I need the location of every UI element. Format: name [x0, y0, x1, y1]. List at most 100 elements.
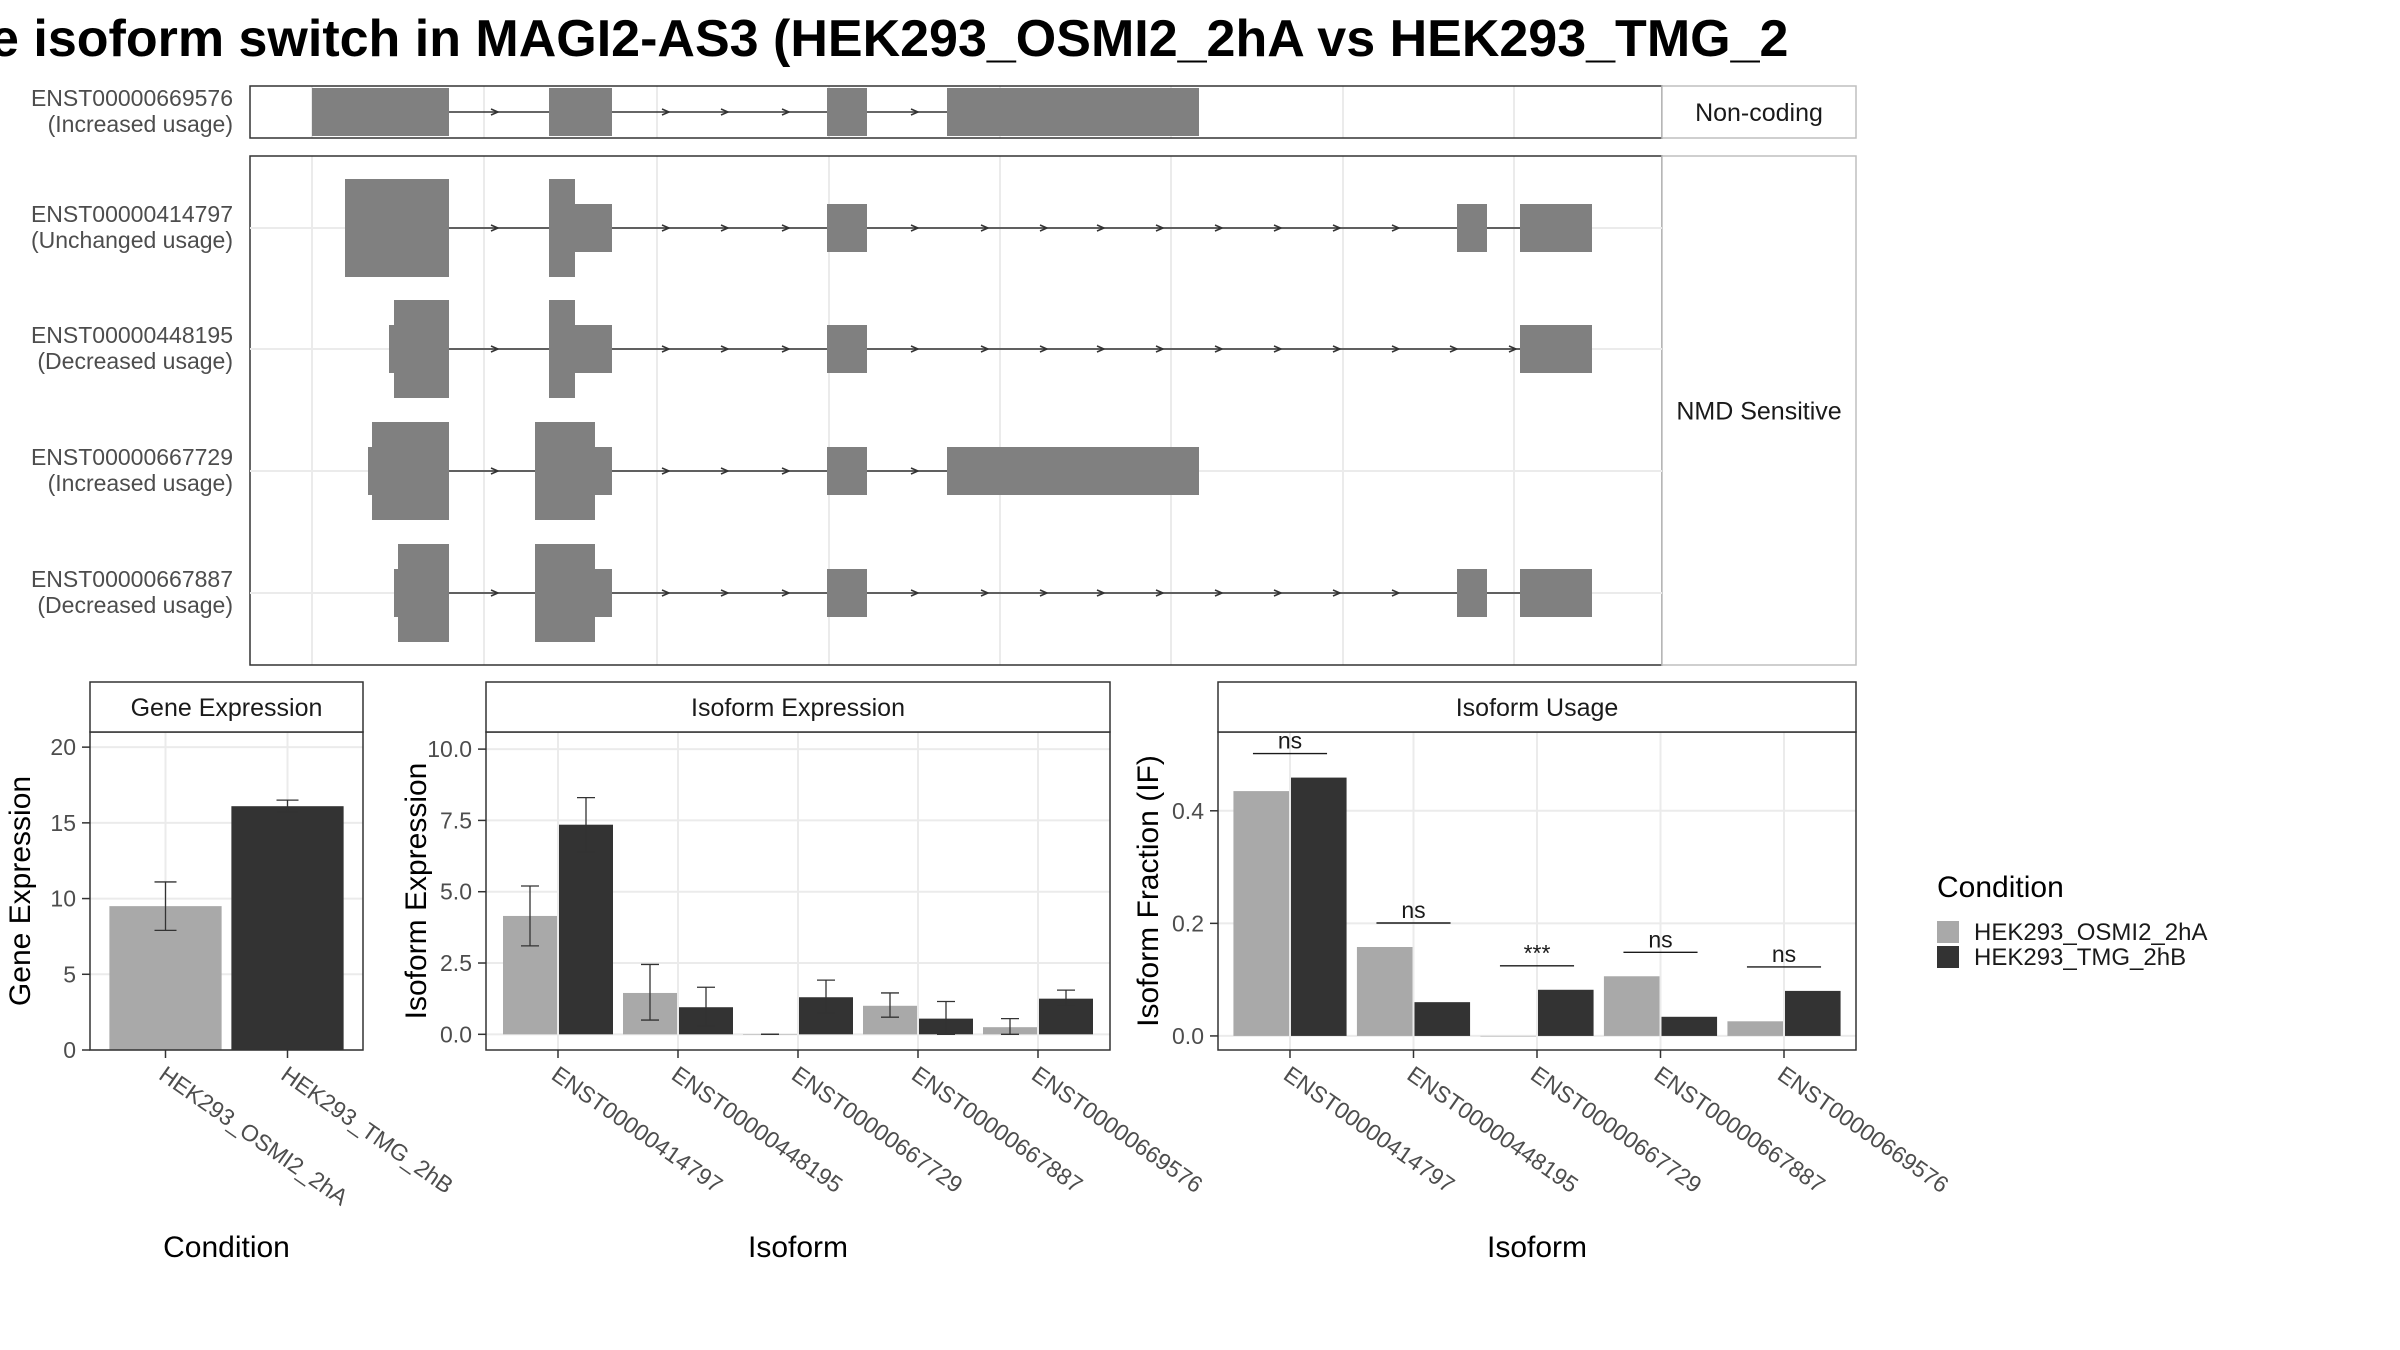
y-tick-label: 2.5: [440, 950, 472, 976]
chart-title: Gene Expression: [131, 694, 323, 722]
strand-arrow: [490, 224, 500, 232]
exon: [827, 325, 867, 373]
group-strip: [1661, 155, 1857, 666]
strand-arrow: [1214, 345, 1224, 353]
legend-swatch: [1937, 946, 1959, 968]
strand-arrow: [1391, 224, 1401, 232]
exon: [1457, 569, 1487, 617]
strand-arrow: [490, 589, 500, 597]
strand-arrow: [1096, 589, 1106, 597]
isoform-id-label: ENST00000448195: [31, 322, 233, 348]
x-axis-title: Condition: [163, 1231, 290, 1264]
significance-label: ns: [1772, 941, 1796, 967]
exon: [535, 422, 595, 520]
isoform-id-label: ENST00000667887: [31, 566, 233, 592]
strand-arrow: [661, 345, 671, 353]
strand-arrow: [1391, 589, 1401, 597]
isoform-usage-label: (Increased usage): [48, 111, 233, 137]
group-strip-label: Non-coding: [1695, 99, 1823, 127]
strand-arrow: [781, 345, 791, 353]
exon: [535, 544, 595, 642]
bar: [1727, 1021, 1783, 1036]
legend-title: Condition: [1937, 871, 2064, 904]
group-strip: [1661, 85, 1857, 139]
strand-arrow: [1391, 345, 1401, 353]
significance-label: ***: [1524, 940, 1551, 966]
exon: [1457, 204, 1487, 252]
bar: [1538, 989, 1594, 1036]
y-tick-label: 7.5: [440, 807, 472, 833]
isoform-id-label: ENST00000414797: [31, 201, 233, 227]
strand-arrow: [661, 467, 671, 475]
strand-arrow: [490, 345, 500, 353]
y-tick-label: 0.0: [1172, 1023, 1204, 1049]
strand-arrow: [781, 589, 791, 597]
strand-arrow: [1039, 224, 1049, 232]
strand-arrow: [1273, 345, 1283, 353]
strand-arrow: [910, 467, 920, 475]
exon: [1520, 325, 1592, 373]
y-tick-label: 0.4: [1172, 798, 1204, 824]
exon: [549, 88, 612, 136]
facet-strip: [89, 681, 364, 733]
exon: [947, 88, 1199, 136]
bar: [1233, 791, 1289, 1036]
chart-title: Isoform Usage: [1456, 694, 1619, 722]
exon: [398, 544, 449, 642]
bar: [1661, 1016, 1718, 1036]
significance-label: ns: [1401, 897, 1425, 923]
exon: [827, 447, 867, 495]
exon: [1520, 204, 1592, 252]
strand-arrow: [661, 589, 671, 597]
bar: [1603, 976, 1660, 1036]
strand-arrow: [1273, 224, 1283, 232]
y-tick-label: 0.0: [440, 1021, 472, 1047]
isoform-id-label: ENST00000667729: [31, 444, 233, 470]
y-tick-label: 15: [50, 810, 76, 836]
strand-arrow: [781, 224, 791, 232]
exon: [549, 179, 575, 277]
y-tick-label: 5.0: [440, 879, 472, 905]
bar: [1291, 777, 1347, 1036]
strand-arrow: [720, 467, 730, 475]
strand-arrow: [1096, 345, 1106, 353]
exon: [827, 204, 867, 252]
bar: [559, 824, 613, 1035]
exon: [312, 88, 449, 136]
strand-arrow: [910, 345, 920, 353]
legend-swatch: [1937, 921, 1959, 943]
bar: [1785, 990, 1841, 1036]
significance-label: ns: [1648, 926, 1672, 952]
legend-label: HEK293_TMG_2hB: [1974, 944, 2186, 971]
strand-arrow: [720, 345, 730, 353]
isoform-usage-label: (Increased usage): [48, 470, 233, 496]
strand-arrow: [490, 108, 500, 116]
y-tick-label: 10: [50, 886, 76, 912]
exon: [827, 88, 867, 136]
y-tick-label: 5: [63, 961, 76, 987]
strand-arrow: [1155, 224, 1165, 232]
exon: [389, 325, 394, 373]
strand-arrow: [1449, 345, 1459, 353]
exon: [394, 300, 449, 398]
exon: [947, 447, 1199, 495]
strand-arrow: [781, 108, 791, 116]
exon: [345, 179, 449, 277]
exon: [394, 569, 398, 617]
strand-arrow: [661, 224, 671, 232]
exon: [595, 447, 612, 495]
exon: [827, 569, 867, 617]
strand-arrow: [980, 589, 990, 597]
facet-strip: [1217, 681, 1857, 733]
structure-plot-bg: [250, 156, 1662, 665]
exon: [595, 569, 612, 617]
strand-arrow: [1155, 345, 1165, 353]
exon: [1520, 569, 1592, 617]
strand-arrow: [1273, 589, 1283, 597]
strand-arrow: [1332, 224, 1342, 232]
strand-arrow: [910, 108, 920, 116]
